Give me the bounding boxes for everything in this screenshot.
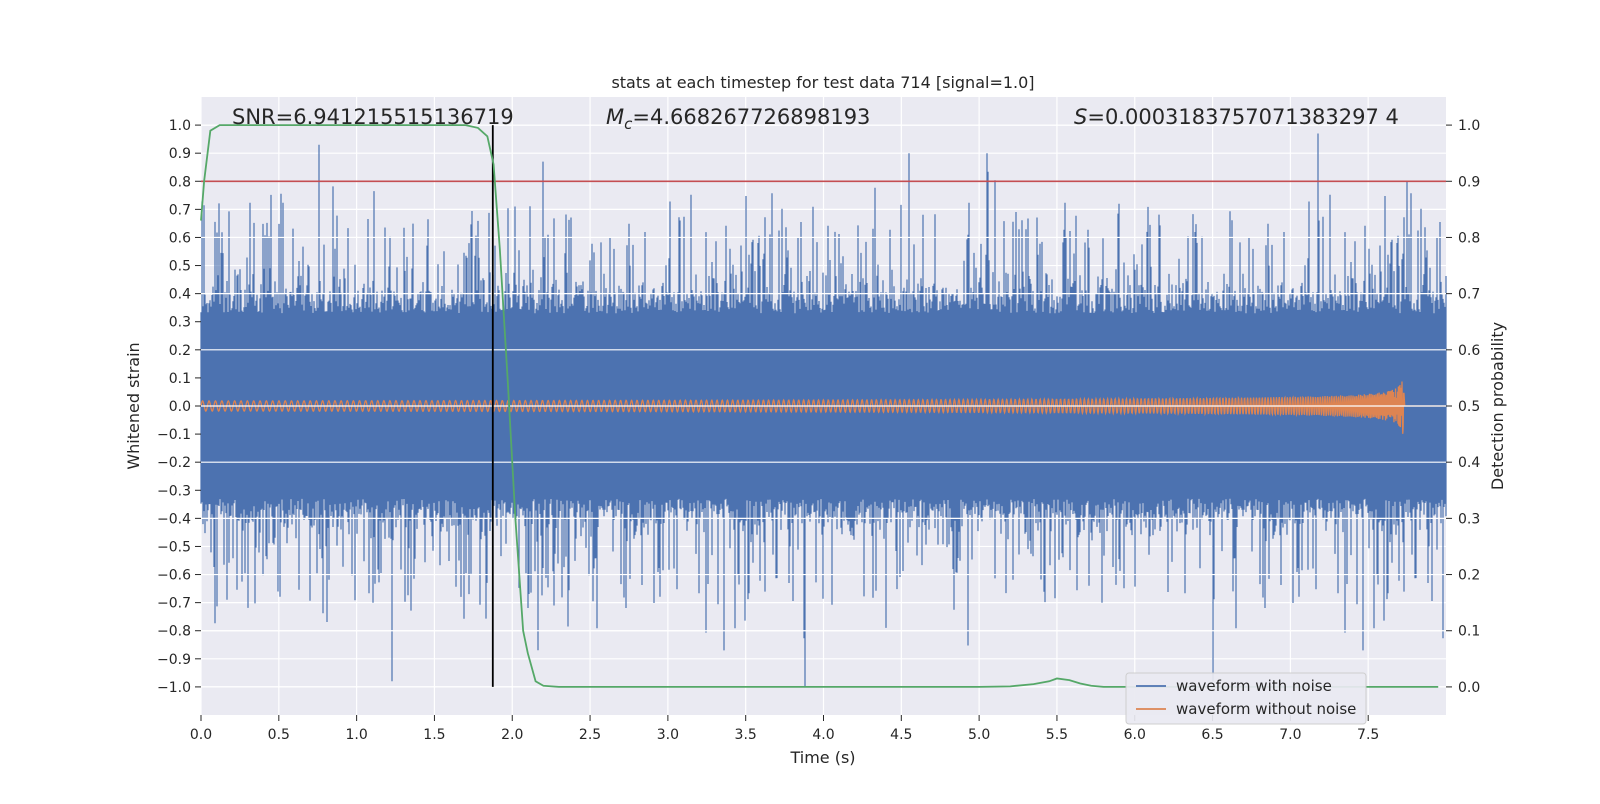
annotation-s-value: =0.0003183757071383297 4 xyxy=(1087,105,1399,129)
chart-title: stats at each timestep for test data 714… xyxy=(611,73,1034,92)
x-tick-label-2: 1.0 xyxy=(345,727,367,743)
y-right-tick-label-5: 0.5 xyxy=(1458,399,1480,415)
legend-label-noisy: waveform with noise xyxy=(1176,677,1332,695)
y-right-tick-label-7: 0.3 xyxy=(1458,511,1480,527)
x-axis-label: Time (s) xyxy=(789,748,855,767)
y-axis-left-label: Whitened strain xyxy=(124,342,143,469)
y-left-tick-label-17: −0.7 xyxy=(157,596,191,612)
y-left-tick-label-18: −0.8 xyxy=(157,624,191,640)
y-left-tick-label-14: −0.4 xyxy=(157,511,191,527)
y-right-tick-label-10: 0.0 xyxy=(1458,680,1480,696)
x-tick-label-0: 0.0 xyxy=(190,727,212,743)
y-right-tick-label-9: 0.1 xyxy=(1458,624,1480,640)
y-left-tick-label-6: 0.4 xyxy=(169,287,191,303)
y-left-tick-label-20: −1.0 xyxy=(157,680,191,696)
y-left-tick-label-19: −0.9 xyxy=(157,652,191,668)
y-right-tick-label-0: 1.0 xyxy=(1458,118,1480,134)
y-axis-left-ticks: 1.0 0.9 0.8 0.7 0.6 0.5 0.4 0.3 0.2 0.1 0.0 −0.1 −0.… xyxy=(157,118,201,696)
clean-waveform-path xyxy=(200,381,1446,434)
y-left-tick-label-13: −0.3 xyxy=(157,483,191,499)
y-left-tick-label-15: −0.5 xyxy=(157,539,191,555)
y-left-tick-label-12: −0.2 xyxy=(157,455,191,471)
annotation-chirp-mass: Mc=4.668267726898193 xyxy=(606,105,870,133)
series-detection-probability xyxy=(200,124,1439,688)
x-tick-label-14: 7.0 xyxy=(1279,727,1301,743)
annotation-snr: SNR=6.941215515136719 xyxy=(232,105,514,129)
x-tick-label-15: 7.5 xyxy=(1357,727,1379,743)
annotation-s: S=0.0003183757071383297 4 xyxy=(1074,105,1399,129)
x-tick-label-9: 4.5 xyxy=(890,727,912,743)
y-left-tick-label-9: 0.1 xyxy=(169,371,191,387)
x-tick-label-6: 3.0 xyxy=(657,727,679,743)
x-tick-label-1: 0.5 xyxy=(268,727,290,743)
x-tick-label-8: 4.0 xyxy=(812,727,834,743)
y-left-tick-label-8: 0.2 xyxy=(169,343,191,359)
x-tick-label-4: 2.0 xyxy=(501,727,523,743)
legend-box xyxy=(1125,672,1367,725)
y-left-tick-label-11: −0.1 xyxy=(157,427,191,443)
x-tick-label-7: 3.5 xyxy=(735,727,757,743)
legend-label-clean: waveform without noise xyxy=(1176,700,1356,718)
x-tick-label-5: 2.5 xyxy=(579,727,601,743)
x-tick-label-11: 5.5 xyxy=(1046,727,1068,743)
reference-lines xyxy=(201,125,1446,687)
y-left-tick-label-7: 0.3 xyxy=(169,315,191,331)
annotation-chirp-mass-symbol: M xyxy=(606,105,624,129)
annotation-chirp-mass-subscript: c xyxy=(624,115,633,133)
y-left-tick-label-0: 1.0 xyxy=(169,118,191,134)
y-axis-right-ticks: 1.0 0.9 0.8 0.7 0.6 0.5 0.4 0.3 0.2 0.1 0.0 xyxy=(1446,118,1480,696)
x-tick-label-3: 1.5 xyxy=(423,727,445,743)
detection-probability-path xyxy=(200,124,1439,688)
y-left-tick-label-16: −0.6 xyxy=(157,568,191,584)
annotation-chirp-mass-value: =4.668267726898193 xyxy=(632,105,870,129)
y-right-tick-label-4: 0.6 xyxy=(1458,343,1480,359)
y-left-tick-label-5: 0.5 xyxy=(169,259,191,275)
y-right-tick-label-1: 0.9 xyxy=(1458,174,1480,190)
y-right-tick-label-3: 0.7 xyxy=(1458,287,1480,303)
y-right-tick-label-2: 0.8 xyxy=(1458,230,1480,246)
y-left-tick-label-1: 0.9 xyxy=(169,146,191,162)
y-right-tick-label-8: 0.2 xyxy=(1458,568,1480,584)
x-axis-ticks: 0.0 0.5 1.0 1.5 2.0 2.5 3.0 3.5 4.0 4.5 5.0 5.5 6.0 6… xyxy=(190,715,1379,743)
y-axis-right-label: Detection probability xyxy=(1488,322,1507,490)
y-left-tick-label-2: 0.8 xyxy=(169,174,191,190)
x-tick-label-12: 6.0 xyxy=(1124,727,1146,743)
y-left-tick-label-3: 0.7 xyxy=(169,202,191,218)
x-tick-label-13: 6.5 xyxy=(1201,727,1223,743)
y-right-tick-label-6: 0.4 xyxy=(1458,455,1480,471)
y-left-tick-label-4: 0.6 xyxy=(169,230,191,246)
series-waveform-without-noise xyxy=(200,381,1446,434)
x-tick-label-10: 5.0 xyxy=(968,727,990,743)
y-left-tick-label-10: 0.0 xyxy=(169,399,191,415)
legend: waveform with noise waveform without noi… xyxy=(1125,672,1367,725)
annotation-s-symbol: S xyxy=(1074,105,1087,129)
